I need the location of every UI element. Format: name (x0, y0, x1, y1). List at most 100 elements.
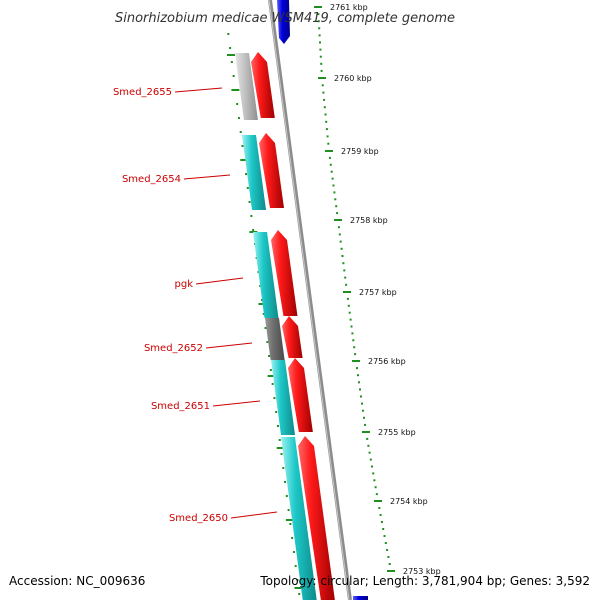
inner-minor-tick (280, 453, 283, 455)
minor-tick (366, 437, 369, 440)
gene-label: Smed_2651 (151, 401, 210, 412)
reverse-cds-smed-2654 (242, 135, 266, 210)
minor-tick (333, 191, 336, 194)
minor-tick (323, 106, 326, 109)
inner-minor-tick (250, 215, 253, 217)
blue-marker-bottom (353, 596, 368, 600)
minor-tick (352, 339, 355, 342)
minor-tick (317, 20, 320, 23)
minor-tick (358, 381, 360, 384)
minor-tick (349, 318, 352, 321)
minor-tick (363, 416, 365, 419)
gene-label: Smed_2654 (122, 174, 181, 185)
gene-leader-line (174, 87, 223, 93)
inner-minor-tick (269, 369, 272, 371)
inner-minor-tick (241, 145, 244, 147)
minor-tick (367, 444, 370, 447)
minor-tick (364, 423, 366, 426)
minor-tick (336, 212, 339, 215)
reverse-cds-smed-2655 (235, 53, 258, 120)
minor-tick (342, 262, 345, 265)
map-title: Sinorhizobium medicae WSM419, complete g… (115, 11, 455, 26)
inner-minor-tick (264, 327, 267, 329)
gene-leader-line (205, 342, 253, 349)
gene-leader-line (212, 400, 261, 407)
minor-tick (373, 479, 376, 482)
forward-cds-smed-2650 (298, 436, 335, 600)
minor-tick (330, 170, 333, 173)
minor-tick (344, 276, 347, 279)
gene-label: Smed_2650 (169, 513, 228, 524)
forward-cds-smed-2654 (259, 133, 284, 208)
minor-tick (357, 374, 359, 377)
tick-label: 2761 kbp (330, 3, 368, 12)
minor-tick (369, 458, 372, 461)
inner-minor-tick (282, 467, 285, 469)
minor-tick (329, 163, 332, 166)
minor-tick (353, 346, 356, 349)
inner-minor-tick (230, 61, 233, 63)
tick-label: 2753 kbp (403, 567, 441, 576)
backbone (268, 0, 352, 600)
minor-tick (374, 486, 377, 489)
tick-label: 2755 kbp (378, 428, 416, 437)
inner-minor-tick (284, 481, 287, 483)
inner-minor-tick (268, 355, 271, 357)
inner-minor-tick (292, 551, 295, 553)
blue-marker-top (277, 0, 290, 44)
minor-tick (378, 507, 381, 509)
inner-minor-tick (291, 537, 294, 539)
reverse-cds-pgk (253, 232, 279, 318)
inner-minor-tick (237, 117, 240, 119)
inner-minor-tick (246, 187, 249, 189)
minor-tick (338, 233, 341, 236)
gene-leader-line (230, 511, 278, 519)
minor-tick (348, 311, 351, 314)
reverse-cds-smed-2652 (265, 318, 285, 360)
feature-track (235, 52, 335, 600)
minor-tick (324, 113, 327, 116)
accession-text: Accession: NC_009636 (9, 574, 146, 588)
genome-summary-text: Topology: circular; Length: 3,781,904 bp… (260, 574, 590, 588)
minor-tick (371, 465, 373, 468)
inner-minor-tick (294, 565, 297, 567)
minor-tick (351, 332, 354, 335)
inner-minor-tick (271, 383, 274, 385)
inner-minor-tick (227, 33, 230, 35)
gene-label: Smed_2655 (113, 87, 172, 98)
minor-tick (317, 13, 320, 16)
minor-tick (321, 84, 324, 87)
minor-tick (375, 493, 378, 496)
minor-tick (362, 409, 364, 412)
minor-tick (387, 556, 390, 558)
minor-tick (356, 367, 358, 370)
inner-minor-tick (289, 523, 292, 525)
reverse-cds-smed-2651 (271, 360, 295, 435)
minor-tick (345, 283, 348, 286)
gene-label: pgk (175, 279, 194, 290)
inner-minor-tick (287, 509, 290, 511)
minor-tick (318, 27, 321, 30)
minor-tick (322, 91, 325, 94)
minor-tick (368, 451, 371, 454)
minor-tick (325, 120, 328, 123)
minor-tick (382, 528, 385, 530)
minor-tick (343, 269, 346, 272)
inner-minor-tick (278, 439, 281, 441)
minor-tick (334, 198, 337, 201)
inner-minor-tick (285, 495, 288, 497)
minor-tick (384, 542, 387, 544)
minor-tick (379, 514, 382, 516)
tick-label: 2756 kbp (368, 357, 406, 366)
inner-minor-tick (229, 47, 232, 49)
minor-tick (320, 62, 323, 65)
tick-label: 2754 kbp (390, 497, 428, 506)
minor-tick (337, 226, 340, 229)
minor-tick (326, 135, 329, 138)
tick-label: 2758 kbp (350, 216, 388, 225)
inner-minor-tick (252, 229, 255, 231)
minor-tick (347, 304, 350, 307)
gene-leader-line (183, 174, 231, 180)
minor-tick (350, 325, 353, 328)
inner-minor-tick (245, 173, 248, 175)
